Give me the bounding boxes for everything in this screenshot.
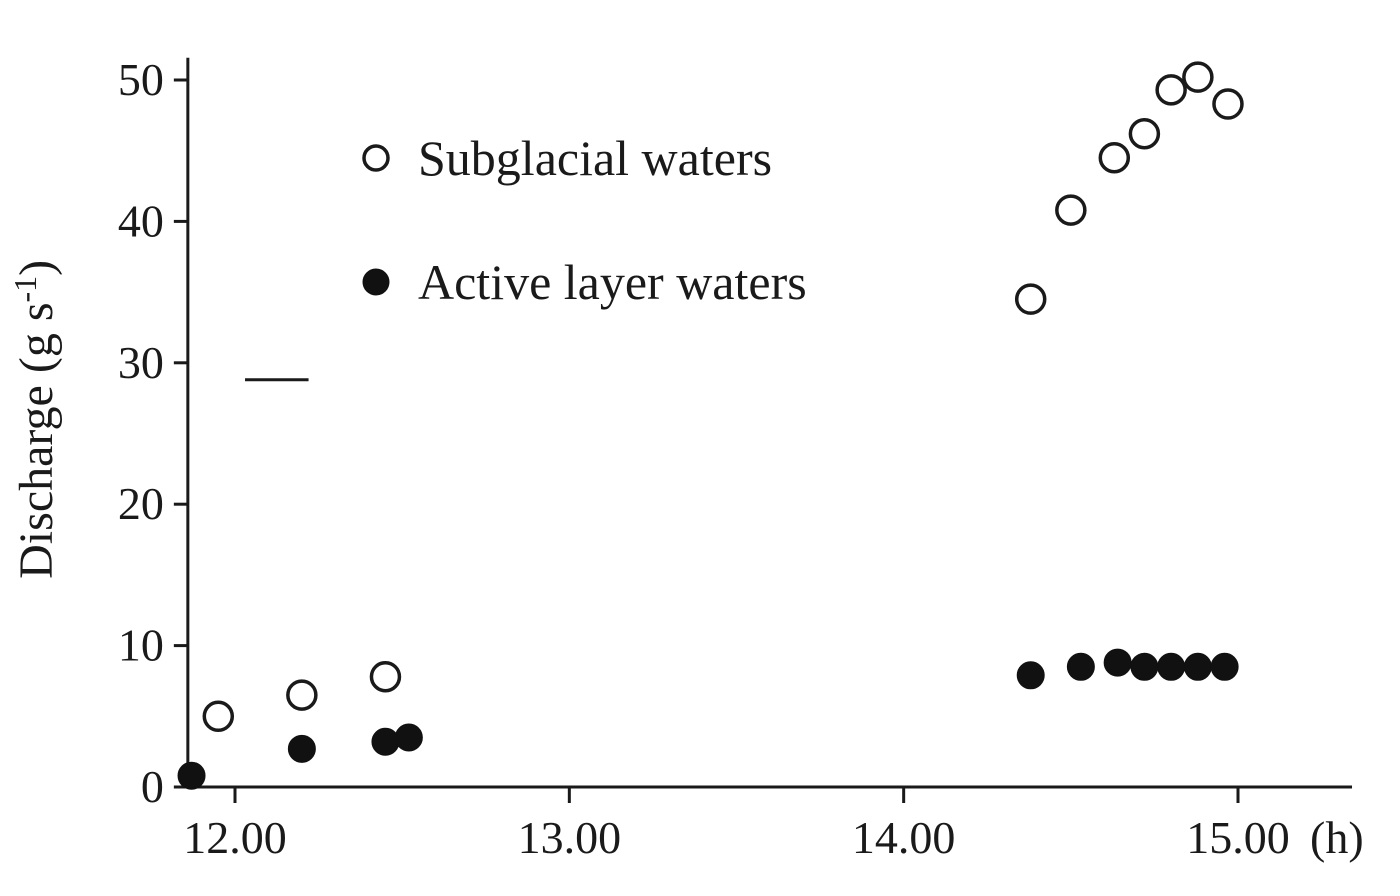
subglacial-data-point [1098,142,1131,174]
active-layer-data-point [1103,648,1132,677]
x-tick-label: 15.00 [1186,812,1290,863]
active-layer-data-point [287,734,316,763]
y-axis-title-close: ) [10,260,63,276]
subglacial-data-point [369,660,402,693]
subglacial-data-point [1182,61,1214,93]
active-layer-data-point [1016,661,1045,690]
legend-label-active-layer: Active layer waters [418,254,807,310]
subglacial-data-point [286,679,318,711]
active-layer-data-point [1210,652,1239,681]
chart-axes [186,57,1353,789]
y-tick-label: 50 [118,54,164,105]
legend-marker-subglacial [362,144,390,172]
legend-label-subglacial: Subglacial waters [418,130,772,186]
active-layer-data-point [1130,652,1159,681]
subglacial-data-point [1128,117,1161,150]
active-layer-data-point [394,723,423,752]
x-axis-unit-label: (h) [1310,812,1364,863]
active-layer-data-point [177,761,206,790]
x-tick-label: 14.00 [852,812,956,863]
subglacial-data-point [1155,74,1187,106]
data-points [177,61,1244,790]
subglacial-data-point [202,700,235,733]
y-tick-label: 10 [118,620,164,671]
y-axis-ticks: 0 10 20 30 40 50 [118,54,188,812]
x-tick-label: 12.00 [183,812,287,863]
y-axis-title-main: Discharge (g s [10,302,63,578]
x-axis-ticks: 12.00 13.00 14.00 15.00 [183,787,1290,863]
subglacial-data-point [1055,194,1087,226]
y-tick-label: 0 [141,761,164,812]
active-layer-data-point [1066,652,1095,681]
chart-legend: Subglacial waters Active layer waters [362,130,807,310]
subglacial-data-point [1014,283,1047,315]
subglacial-data-point [1212,88,1244,120]
active-layer-data-point [1183,652,1212,681]
y-tick-label: 20 [118,478,164,529]
x-tick-label: 13.00 [518,812,622,863]
y-tick-label: 30 [118,337,164,388]
active-layer-data-point [1157,652,1186,681]
y-axis-title: Discharge (g s-1) [7,260,63,579]
y-axis-title-superscript: -1 [7,276,43,303]
legend-marker-active-layer [362,268,390,296]
y-tick-label: 40 [118,195,164,246]
active-layer-data-point [371,727,400,756]
